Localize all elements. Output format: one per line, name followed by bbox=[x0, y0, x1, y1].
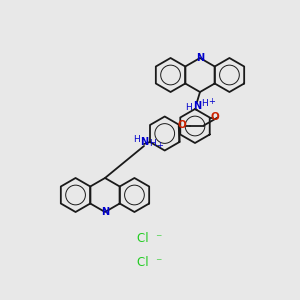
Text: H: H bbox=[133, 136, 140, 145]
Text: O: O bbox=[210, 112, 219, 122]
Text: H: H bbox=[148, 140, 155, 148]
Text: Cl  ⁻: Cl ⁻ bbox=[137, 232, 163, 244]
Text: +: + bbox=[157, 142, 164, 151]
Text: H: H bbox=[186, 103, 192, 112]
Text: +: + bbox=[208, 98, 215, 106]
Text: N: N bbox=[101, 207, 109, 217]
Text: Cl  ⁻: Cl ⁻ bbox=[137, 256, 163, 268]
Text: N: N bbox=[196, 53, 204, 63]
Text: O: O bbox=[177, 121, 186, 130]
Text: H: H bbox=[201, 100, 207, 109]
Text: N: N bbox=[193, 101, 201, 111]
Text: N: N bbox=[140, 137, 148, 147]
